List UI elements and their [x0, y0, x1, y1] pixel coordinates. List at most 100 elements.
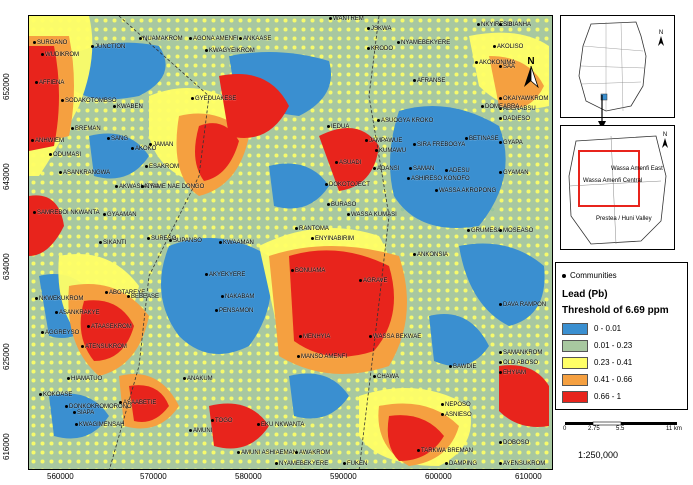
scale-tick-1: 2.75	[588, 426, 600, 432]
community-label: WANTREM	[329, 16, 364, 23]
community-label: AKOKONIMA	[475, 60, 515, 67]
community-label: NUAMAKROM	[139, 36, 183, 43]
community-label: AKOKO	[131, 146, 156, 153]
y-tick-3: 634000	[2, 253, 11, 280]
community-label: AKWASI ATRA	[115, 184, 159, 191]
legend-swatch	[562, 340, 588, 352]
scale-bar: 0 2.75 5.5 11 km	[560, 420, 685, 460]
community-label: SODAKOTOMBSO	[61, 98, 117, 105]
community-label: ADANSI	[373, 166, 399, 173]
lead-raster-map	[29, 16, 552, 469]
community-label: ASANKRANGWA	[59, 170, 110, 177]
x-tick-2: 570000	[140, 472, 167, 481]
community-label: ESAKROM	[145, 164, 179, 171]
community-label: ABENABSU	[499, 106, 536, 113]
community-label: BEBEASE	[127, 294, 159, 301]
community-label: ASNIESO	[441, 412, 472, 419]
community-label: GYAPA	[499, 140, 523, 147]
y-tick-4: 625000	[2, 343, 11, 370]
community-label: OKAIYAWKROM	[499, 96, 548, 103]
community-label: GRUMESA	[467, 228, 501, 235]
legend-class-2: 0.01 - 0.23	[562, 340, 682, 354]
legend-class-4: 0.41 - 0.66	[562, 374, 682, 388]
legend-swatch	[562, 323, 588, 335]
y-tick-2: 643000	[2, 163, 11, 190]
community-label: DADIESO	[499, 116, 530, 123]
community-label: AGGREYSO	[41, 330, 79, 337]
community-label: ANKONSIA	[413, 252, 448, 259]
community-label: MOSEASO	[499, 228, 533, 235]
community-label: AYENSUKROM	[499, 461, 545, 468]
y-tick-1: 652000	[2, 73, 11, 100]
community-label: JUNCTION	[91, 44, 125, 51]
north-label: N	[527, 56, 534, 67]
scale-tick-0: 0	[563, 426, 567, 432]
scale-tick-3: 11 km	[666, 426, 682, 432]
inset-north-label: N	[659, 30, 663, 36]
community-label: SIKANTI	[99, 240, 126, 247]
legend-swatch	[562, 357, 588, 369]
community-label: ASAABETIE	[119, 400, 156, 407]
community-label: AFRANSE	[413, 78, 445, 85]
community-label: FUKEN	[343, 461, 367, 468]
community-label: SURESO	[147, 236, 176, 243]
community-dot-icon	[562, 274, 566, 278]
scale-tick-2: 5.5	[616, 426, 625, 432]
community-label: WASSA KUMASI	[347, 212, 397, 219]
community-label: DONKOKROMORONO	[65, 404, 132, 411]
community-label: NAKABAM	[221, 294, 254, 301]
x-tick-1: 560000	[47, 472, 74, 481]
community-label: NYAMEBEKYERE	[397, 40, 450, 47]
community-label: BONUAMA	[291, 268, 325, 275]
community-label: ASUADI	[335, 160, 361, 167]
community-label: NYAMEBEKYERE	[275, 461, 328, 468]
legend-swatch	[562, 374, 588, 386]
community-label: CHAWA	[373, 374, 399, 381]
inset-ghana-map: N	[560, 15, 675, 118]
legend-communities: Communities	[570, 271, 617, 280]
community-label: KWABEN	[113, 104, 143, 111]
community-label: GYEDUAKESE	[191, 96, 236, 103]
community-label: AMUNI ASHIAEMAN	[237, 450, 297, 457]
community-label: ASANKRAKYE	[55, 310, 100, 317]
ghana-outline: N	[578, 21, 664, 112]
community-label: EHYIAM	[499, 370, 526, 377]
north-arrow-icon: N	[524, 56, 539, 89]
community-label: KOKOASE	[39, 392, 72, 399]
community-label: JAMPAWUE	[365, 138, 402, 145]
community-label: MANSO AMENFI	[297, 354, 347, 361]
x-tick-3: 580000	[235, 472, 262, 481]
community-label: ATAASEKROM	[87, 324, 132, 331]
community-label: KRODO	[367, 46, 393, 53]
community-label: ANAKUM	[183, 376, 213, 383]
legend-subtitle: Threshold of 6.69 ppm	[562, 305, 669, 316]
x-tick-6: 610000	[515, 472, 542, 481]
community-label: KWAAMAN	[219, 240, 254, 247]
community-label: RANTOMA	[295, 226, 329, 233]
community-label: MENHYIA	[299, 334, 330, 341]
community-label: ABOTAREYE	[105, 290, 145, 297]
community-label: ENYINABIRIM	[311, 236, 354, 243]
community-label: KUMAWU	[375, 148, 406, 155]
legend-title: Lead (Pb)	[562, 289, 608, 300]
scale-ratio: 1:250,000	[578, 450, 619, 460]
legend-class-3: 0.23 - 0.41	[562, 357, 682, 371]
legend-label: 0.41 - 0.66	[594, 375, 633, 384]
legend-class-5: 0.66 - 1	[562, 391, 682, 405]
community-label: DAVA RAMPON	[499, 302, 546, 309]
x-tick-4: 590000	[330, 472, 357, 481]
district-boundary	[109, 16, 210, 469]
community-label: NKWEKUKROM	[35, 296, 83, 303]
main-map[interactable]: SURGANO WUDIKROM JUNCTION AFFIENA SODAKOTOMB…	[28, 15, 553, 470]
community-label: SIBIANHA	[499, 22, 531, 29]
community-label: EKU NKWANTA	[257, 422, 304, 429]
community-label: WUDIKROM	[41, 52, 79, 59]
label-wassa-central: Wassa Amenfi Central	[583, 178, 643, 184]
community-label: NYAME NAE DONGO	[141, 184, 204, 191]
community-label: AKYEKYERE	[205, 272, 245, 279]
community-label: AGONA AMENFI	[189, 36, 238, 43]
community-label: AKOLISO	[493, 44, 523, 51]
community-label: SIAPA	[73, 410, 94, 417]
community-label: GYAAMAN	[103, 212, 137, 219]
community-label: DOKOTOJECT	[325, 182, 370, 189]
